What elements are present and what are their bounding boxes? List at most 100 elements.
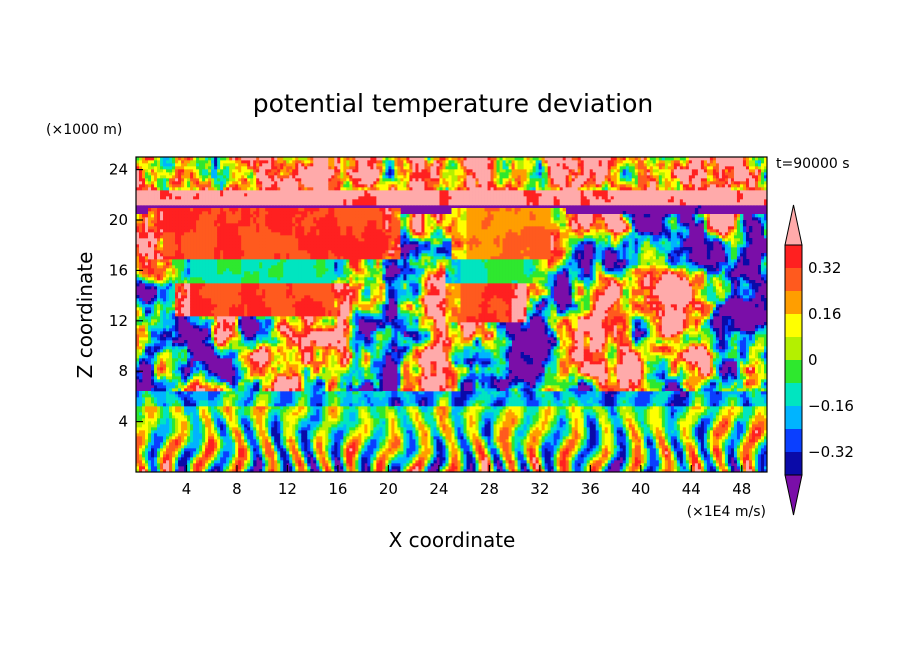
heatmap-cell — [154, 358, 158, 362]
heatmap-cell — [244, 409, 248, 413]
heatmap-cell — [223, 253, 227, 257]
heatmap-cell — [214, 418, 218, 422]
heatmap-cell — [214, 382, 218, 386]
heatmap-cell — [157, 292, 161, 296]
heatmap-cell — [142, 325, 146, 329]
heatmap-cell — [229, 349, 233, 353]
heatmap-cell — [241, 385, 245, 389]
heatmap-cell — [157, 451, 161, 455]
heatmap-cell — [283, 265, 287, 269]
heatmap-cell — [175, 445, 179, 449]
heatmap-cell — [229, 223, 233, 227]
heatmap-cell — [181, 355, 185, 359]
heatmap-cell — [217, 262, 221, 266]
heatmap-cell — [226, 436, 230, 440]
heatmap-cell — [253, 376, 257, 380]
heatmap-cell — [196, 466, 200, 470]
heatmap-cell — [253, 304, 257, 308]
heatmap-cell — [151, 223, 155, 227]
heatmap-cell — [157, 250, 161, 254]
heatmap-cell — [190, 223, 194, 227]
heatmap-cell — [283, 340, 287, 344]
heatmap-cell — [280, 283, 284, 287]
heatmap-cell — [262, 403, 266, 407]
heatmap-cell — [187, 298, 191, 302]
heatmap-cell — [175, 295, 179, 299]
heatmap-cell — [265, 169, 269, 173]
heatmap-cell — [160, 316, 164, 320]
heatmap-cell — [286, 442, 290, 446]
heatmap-cell — [220, 193, 224, 197]
heatmap-cell — [262, 442, 266, 446]
heatmap-cell — [160, 253, 164, 257]
heatmap-cell — [232, 319, 236, 323]
heatmap-cell — [223, 190, 227, 194]
heatmap-cell — [163, 433, 167, 437]
heatmap-cell — [232, 244, 236, 248]
heatmap-cell — [184, 307, 188, 311]
heatmap-cell — [247, 415, 251, 419]
heatmap-cell — [226, 433, 230, 437]
heatmap-cell — [250, 283, 254, 287]
heatmap-cell — [220, 187, 224, 191]
heatmap-cell — [169, 202, 173, 206]
heatmap-cell — [232, 184, 236, 188]
heatmap-cell — [187, 364, 191, 368]
heatmap-cell — [274, 259, 278, 263]
heatmap-cell — [241, 190, 245, 194]
heatmap-cell — [283, 448, 287, 452]
heatmap-cell — [181, 403, 185, 407]
heatmap-cell — [274, 196, 278, 200]
heatmap-cell — [283, 214, 287, 218]
heatmap-cell — [151, 166, 155, 170]
heatmap-cell — [193, 310, 197, 314]
heatmap-cell — [166, 217, 170, 221]
heatmap-cell — [238, 349, 242, 353]
heatmap-cell — [250, 298, 254, 302]
heatmap-cell — [178, 187, 182, 191]
heatmap-cell — [247, 352, 251, 356]
heatmap-cell — [214, 211, 218, 215]
heatmap-cell — [136, 439, 140, 443]
heatmap-cell — [214, 304, 218, 308]
heatmap-cell — [193, 445, 197, 449]
heatmap-cell — [244, 358, 248, 362]
heatmap-cell — [202, 223, 206, 227]
heatmap-cell — [196, 427, 200, 431]
heatmap-cell — [271, 277, 275, 281]
heatmap-cell — [253, 367, 257, 371]
heatmap-cell — [229, 388, 233, 392]
heatmap-cell — [220, 349, 224, 353]
heatmap-cell — [154, 184, 158, 188]
heatmap-cell — [226, 283, 230, 287]
heatmap-cell — [229, 265, 233, 269]
heatmap-cell — [169, 343, 173, 347]
heatmap-cell — [265, 313, 269, 317]
heatmap-cell — [166, 196, 170, 200]
heatmap-cell — [217, 250, 221, 254]
heatmap-cell — [190, 316, 194, 320]
heatmap-cell — [139, 304, 143, 308]
heatmap-cell — [169, 223, 173, 227]
heatmap-cell — [148, 427, 152, 431]
heatmap-cell — [175, 343, 179, 347]
heatmap-cell — [193, 184, 197, 188]
heatmap-cell — [220, 445, 224, 449]
heatmap-cell — [244, 274, 248, 278]
heatmap-cell — [193, 280, 197, 284]
heatmap-cell — [196, 433, 200, 437]
heatmap-cell — [247, 463, 251, 467]
heatmap-cell — [286, 430, 290, 434]
heatmap-cell — [169, 211, 173, 215]
heatmap-cell — [229, 298, 233, 302]
heatmap-cell — [265, 298, 269, 302]
heatmap-cell — [163, 352, 167, 356]
heatmap-cell — [241, 391, 245, 395]
heatmap-cell — [283, 274, 287, 278]
heatmap-cell — [157, 283, 161, 287]
heatmap-cell — [268, 259, 272, 263]
heatmap-cell — [214, 169, 218, 173]
heatmap-cell — [184, 358, 188, 362]
heatmap-cell — [151, 367, 155, 371]
heatmap-cell — [214, 346, 218, 350]
